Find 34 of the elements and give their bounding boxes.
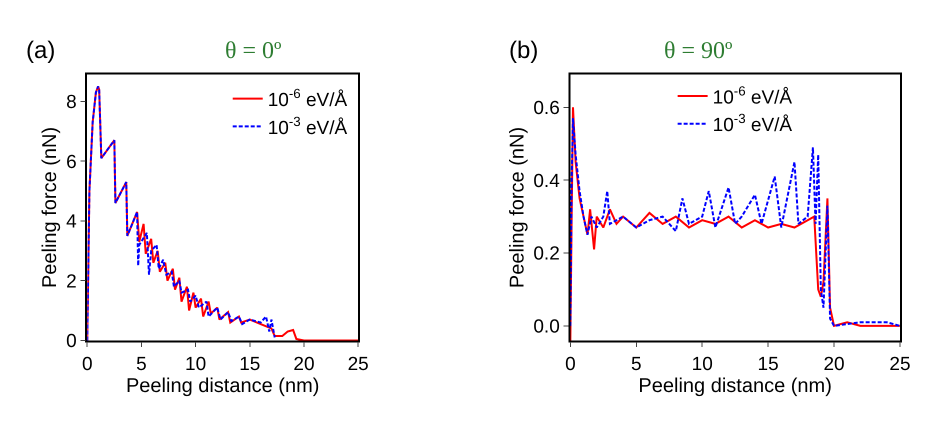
x-tick-label: 25 xyxy=(889,354,911,376)
x-tick-label: 25 xyxy=(348,354,369,376)
chart-title: θ = 0º xyxy=(225,38,282,64)
x-tick-label: 5 xyxy=(136,354,147,376)
y-axis-title: Peeling force (nN) xyxy=(39,126,62,288)
y-tick-label: 8 xyxy=(66,92,77,114)
line-series xyxy=(87,85,358,340)
legend-label: 10$^{-6}$ eV/Å xyxy=(268,86,348,112)
y-tick-label: 2 xyxy=(66,271,77,292)
text: (b) xyxy=(509,37,538,64)
legend-label: 10$^{-3}$ eV/Å xyxy=(712,111,792,136)
y-axis-title: Peeling force (nN) xyxy=(506,126,528,288)
text: (a) xyxy=(26,37,56,64)
legend-label: 10$^{-3}$ eV/Å xyxy=(268,114,348,139)
x-tick-label: 0 xyxy=(82,354,93,376)
x-axis-title: Peeling distance (nm) xyxy=(126,375,320,398)
x-tick-label: 0 xyxy=(565,354,576,376)
x-tick-label: 10 xyxy=(692,354,713,376)
y-tick-label: 0.0 xyxy=(533,316,560,338)
y-tick-label: 4 xyxy=(66,212,78,233)
x-tick-label: 15 xyxy=(758,354,779,376)
y-tick-label: 0.6 xyxy=(533,98,560,119)
x-tick-label: 20 xyxy=(823,354,845,376)
x-axis-title: Peeling distance (nm) xyxy=(638,375,832,398)
y-tick-label: 6 xyxy=(66,152,77,173)
y-tick-label: 0.4 xyxy=(533,170,560,192)
x-tick-label: 5 xyxy=(630,354,642,376)
chart-title: θ = 90º xyxy=(664,38,734,64)
x-tick-label: 15 xyxy=(239,354,260,376)
y-tick-label: 0 xyxy=(66,331,77,352)
y-tick-label: 0.2 xyxy=(533,244,560,265)
x-tick-label: 10 xyxy=(185,354,206,376)
legend-label: 10$^{-6}$ eV/Å xyxy=(712,83,792,108)
x-tick-label: 20 xyxy=(293,354,315,376)
